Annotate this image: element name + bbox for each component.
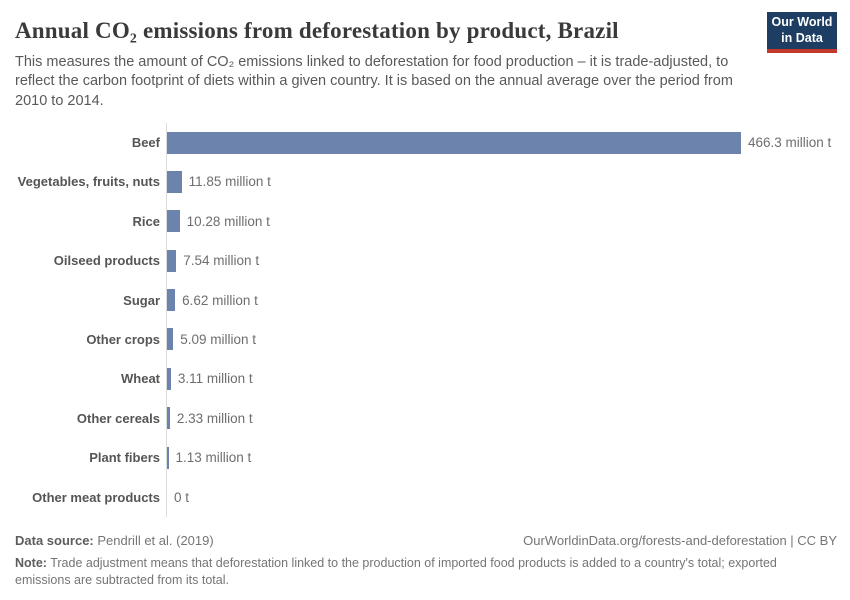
bar-row: Other cereals 2.33 million t xyxy=(15,398,837,438)
bar xyxy=(167,407,170,430)
value-label: 7.54 million t xyxy=(183,253,260,269)
value-label: 0 t xyxy=(174,489,190,505)
value-label: 5.09 million t xyxy=(180,331,257,347)
bar-row: Beef 466.3 million t xyxy=(15,122,837,163)
bar xyxy=(167,131,741,154)
bar-row: Oilseed products 7.54 million t xyxy=(15,241,837,281)
bar xyxy=(167,210,180,233)
page-title: Annual CO₂ emissions from deforestation … xyxy=(15,18,619,43)
owid-logo: Our World in Data xyxy=(767,12,837,53)
bar-track: 466.3 million t xyxy=(166,122,837,163)
chart-subtitle: This measures the amount of CO₂ emission… xyxy=(15,54,733,109)
credit-link[interactable]: OurWorldinData.org/forests-and-deforesta… xyxy=(523,532,837,548)
bar-row: Sugar 6.62 million t xyxy=(15,280,837,320)
category-label: Oilseed products xyxy=(53,253,160,269)
chart-footer: Data source: Pendrill et al. (2019) OurW… xyxy=(15,533,837,590)
bar-track: 0 t xyxy=(166,477,837,517)
category-label: Other cereals xyxy=(76,410,160,426)
category-label: Rice xyxy=(132,213,160,229)
category-label: Other meat products xyxy=(32,489,160,505)
bar xyxy=(167,289,176,312)
value-label: 3.11 million t xyxy=(177,371,253,387)
bar xyxy=(167,249,177,272)
category-label: Vegetables, fruits, nuts xyxy=(17,174,160,190)
value-label: 1.13 million t xyxy=(175,450,252,466)
bar-track: 3.11 million t xyxy=(166,359,837,399)
footnote-label: Note: xyxy=(15,555,47,570)
category-label: Beef xyxy=(131,135,160,151)
footnote: Note: Trade adjustment means that defore… xyxy=(15,555,835,590)
bar xyxy=(167,328,174,351)
value-label: 2.33 million t xyxy=(176,410,253,426)
bar xyxy=(167,170,182,193)
bar-track: 10.28 million t xyxy=(166,201,837,242)
owid-logo-line1: Our World xyxy=(771,14,833,29)
bar-track: 1.13 million t xyxy=(166,437,837,478)
bar-chart: Beef 466.3 million t Vegetables, fruits, n… xyxy=(15,122,837,517)
bar-row: Plant fibers 1.13 million t xyxy=(15,437,837,478)
bar-track: 5.09 million t xyxy=(166,319,837,360)
category-label: Plant fibers xyxy=(89,450,160,466)
footnote-value: Trade adjustment means that deforestatio… xyxy=(15,555,777,588)
owid-logo-line2: in Data xyxy=(781,30,823,45)
bar-row: Wheat 3.11 million t xyxy=(15,359,837,399)
category-label: Sugar xyxy=(123,292,160,308)
category-label: Other crops xyxy=(86,331,160,347)
bar xyxy=(167,446,169,469)
data-source: Data source: Pendrill et al. (2019) xyxy=(15,533,214,548)
value-label: 6.62 million t xyxy=(182,292,258,308)
value-label: 11.85 million t xyxy=(188,174,271,190)
bar-row: Other crops 5.09 million t xyxy=(15,319,837,360)
category-label: Wheat xyxy=(121,371,160,387)
data-source-value: Pendrill et al. (2019) xyxy=(93,532,214,548)
bar-track: 2.33 million t xyxy=(166,398,837,438)
source-row: Data source: Pendrill et al. (2019) OurW… xyxy=(15,533,837,548)
bar-row: Vegetables, fruits, nuts 11.85 million t xyxy=(15,162,837,202)
bar-row: Rice 10.28 million t xyxy=(15,201,837,242)
bar-track: 6.62 million t xyxy=(166,280,837,320)
bar-row: Other meat products 0 t xyxy=(15,477,837,517)
chart-header: Annual CO₂ emissions from deforestation … xyxy=(15,12,837,111)
data-source-label: Data source: xyxy=(15,532,94,548)
value-label: 10.28 million t xyxy=(186,213,270,229)
bar xyxy=(167,367,171,390)
chart-titles: Annual CO₂ emissions from deforestation … xyxy=(15,14,767,111)
value-label: 466.3 million t xyxy=(748,135,832,151)
bar-track: 7.54 million t xyxy=(166,241,837,281)
bar-track: 11.85 million t xyxy=(166,162,837,202)
